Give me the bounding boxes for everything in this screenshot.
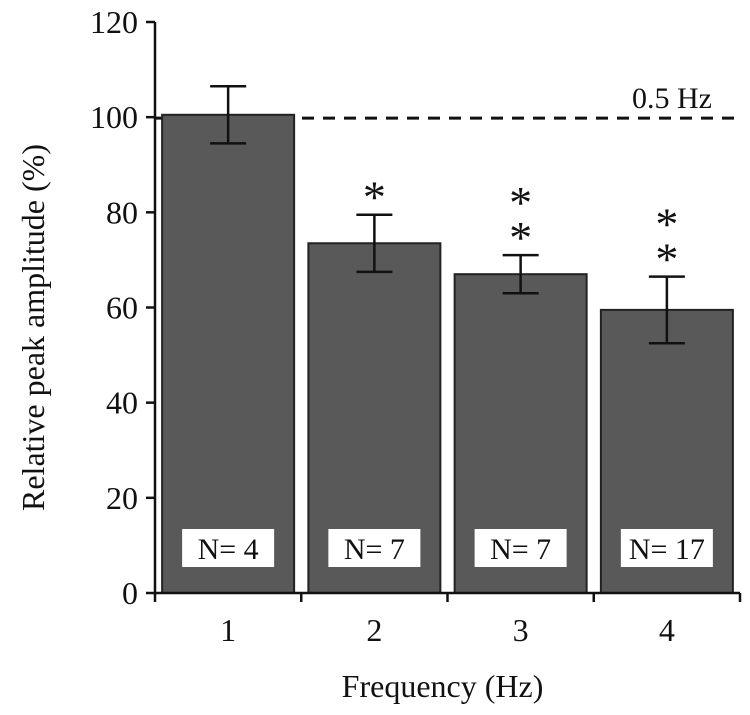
y-tick-label: 60 bbox=[106, 290, 138, 326]
y-tick-label: 0 bbox=[122, 575, 138, 611]
significance-mark: * bbox=[655, 234, 678, 285]
error-bar bbox=[356, 213, 393, 274]
error-bar bbox=[210, 84, 247, 145]
x-axis-title: Frequency (Hz) bbox=[342, 668, 544, 704]
reference-line-label: 0.5 Hz bbox=[632, 82, 712, 115]
bar-group: N= 4 bbox=[161, 84, 296, 594]
error-bar bbox=[502, 253, 539, 295]
y-axis: 0 20 40 60 80 100 120 bbox=[90, 4, 157, 611]
n-label: N= 7 bbox=[490, 533, 551, 566]
n-label: N= 4 bbox=[198, 533, 259, 566]
x-tick-label: 1 bbox=[220, 612, 236, 648]
x-tick-label: 3 bbox=[513, 612, 529, 648]
n-label-box bbox=[620, 529, 713, 567]
n-label-box bbox=[328, 529, 421, 567]
reference-line-group: 0.5 Hz bbox=[155, 82, 740, 120]
y-tick-label: 40 bbox=[106, 385, 138, 421]
bars: N= 4 N= 7*N= 7**N= 17** bbox=[161, 84, 734, 594]
y-tick-label: 80 bbox=[106, 194, 138, 230]
x-tick-label: 2 bbox=[366, 612, 382, 648]
significance-mark: * bbox=[363, 172, 386, 223]
x-tick-label: 4 bbox=[659, 612, 675, 648]
bar-group: N= 7 * bbox=[307, 172, 442, 594]
bar bbox=[161, 113, 296, 594]
significance-mark: * bbox=[509, 177, 532, 228]
x-axis: 1 2 3 4 bbox=[153, 591, 742, 648]
y-tick-label: 120 bbox=[90, 4, 138, 40]
bar-group: N= 7 ** bbox=[453, 177, 588, 594]
n-label: N= 7 bbox=[344, 533, 405, 566]
y-tick-label: 100 bbox=[90, 99, 138, 135]
significance-mark: * bbox=[655, 199, 678, 250]
y-axis-title: Relative peak amplitude (%) bbox=[15, 144, 51, 511]
n-label: N= 17 bbox=[629, 533, 705, 566]
y-tick-label: 20 bbox=[106, 480, 138, 516]
n-label-box bbox=[182, 529, 275, 567]
significance-mark: * bbox=[509, 212, 532, 263]
error-bar bbox=[648, 275, 685, 345]
n-label-box bbox=[474, 529, 567, 567]
bar-group: N= 17 ** bbox=[599, 199, 734, 594]
